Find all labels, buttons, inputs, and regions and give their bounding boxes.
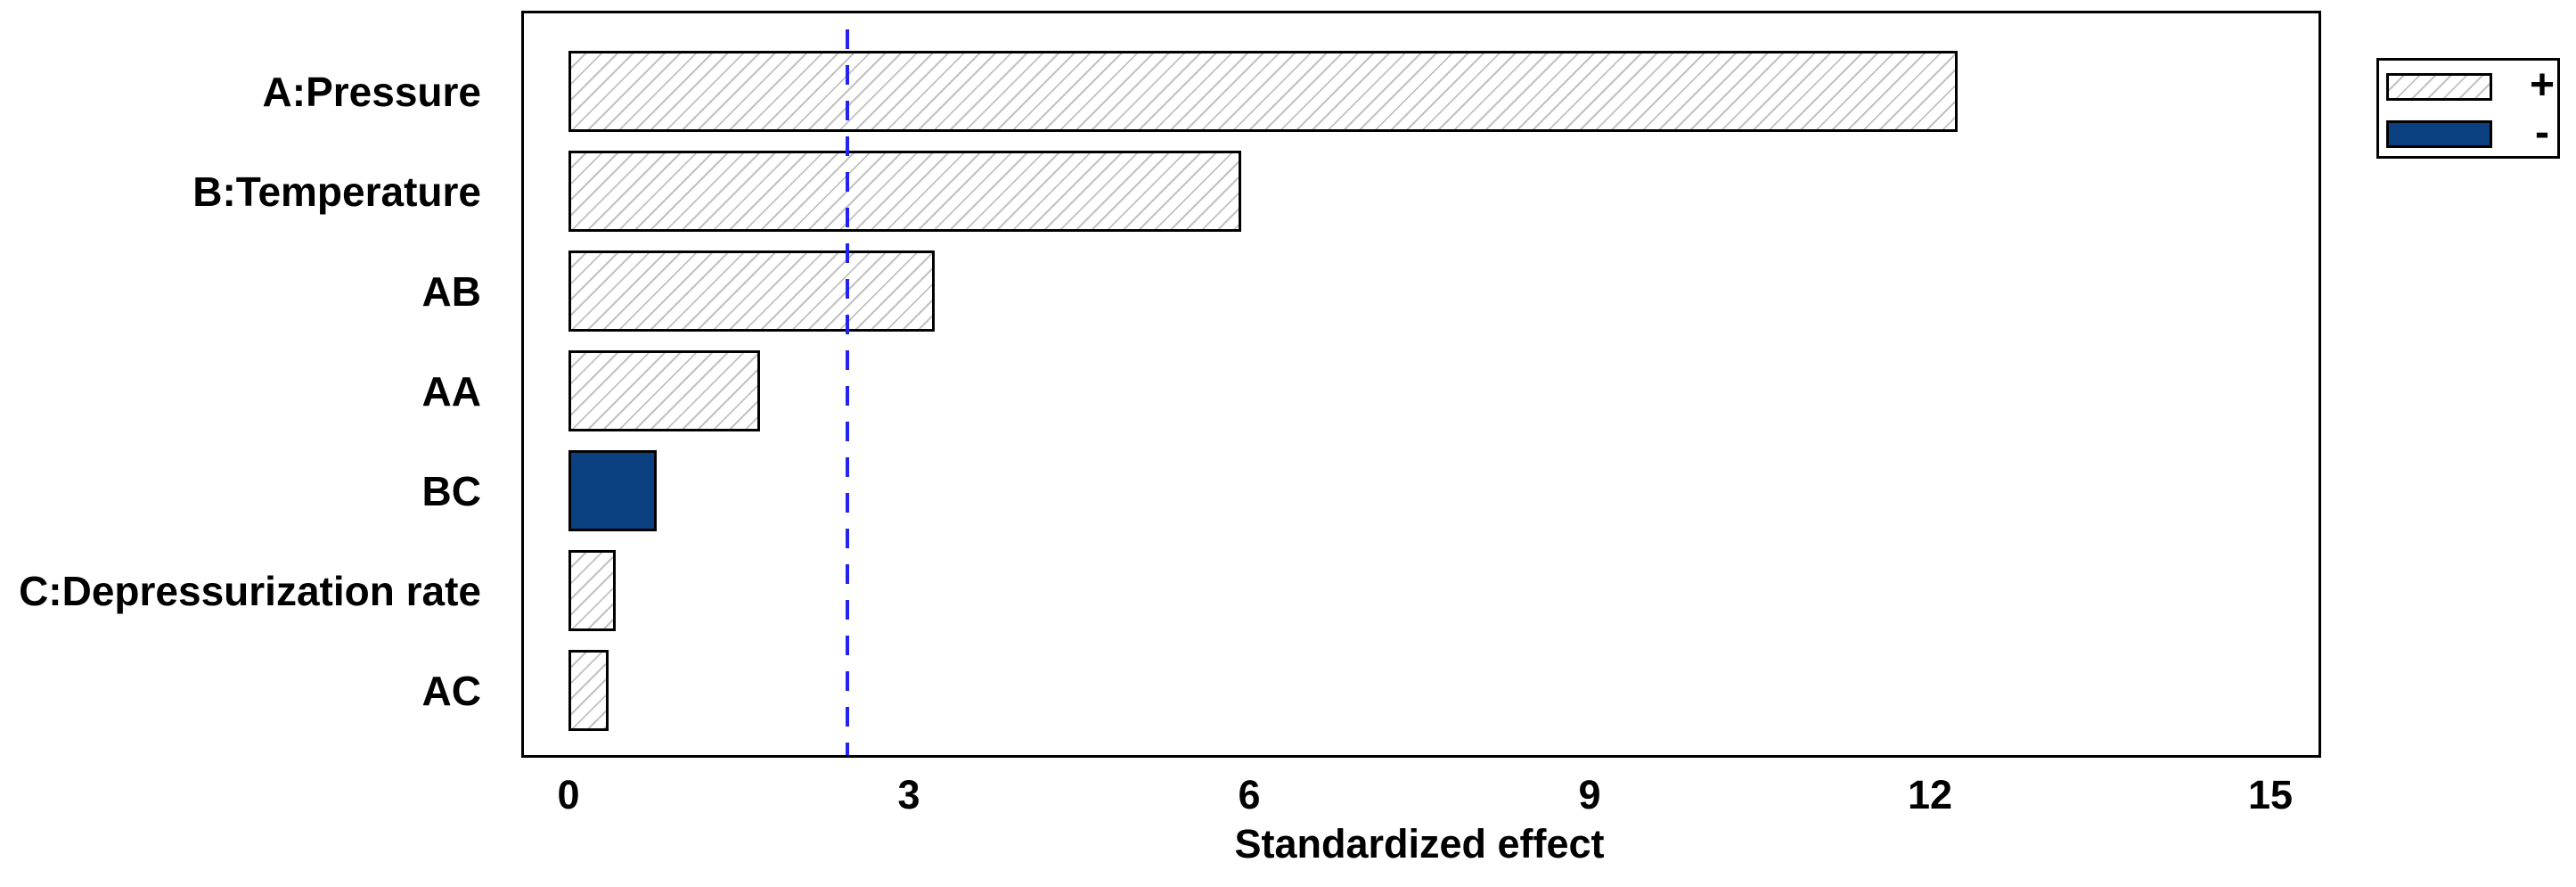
bar-ac — [568, 650, 609, 731]
bar-aa — [568, 350, 760, 431]
plot-area — [521, 11, 2321, 758]
significance-reference-line — [846, 13, 849, 755]
bar-c-depressurization-rate — [568, 550, 616, 631]
x-tick-0: 0 — [557, 772, 580, 817]
x-tick-12: 12 — [1907, 772, 1953, 817]
y-label-bc: BC — [421, 467, 481, 514]
negative-swatch — [2386, 120, 2492, 148]
legend-label-minus: - — [2535, 108, 2549, 156]
legend-row-positive: + — [2386, 63, 2557, 106]
x-axis-title: Standardized effect — [1234, 821, 1605, 866]
bar-bc — [568, 450, 657, 531]
y-label-b-temperature: B:Temperature — [192, 168, 481, 215]
legend-row-negative: - — [2386, 111, 2557, 153]
y-label-c-depressurization-rate: C:Depressurization rate — [19, 567, 481, 614]
x-tick-3: 3 — [897, 772, 920, 817]
bar-ab — [568, 250, 935, 332]
x-tick-9: 9 — [1578, 772, 1601, 817]
positive-swatch — [2386, 73, 2492, 101]
bar-a-pressure — [568, 51, 1958, 132]
legend: + - — [2376, 58, 2560, 159]
y-label-a-pressure: A:Pressure — [262, 68, 481, 115]
y-label-aa: AA — [421, 367, 481, 415]
y-label-ab: AB — [421, 267, 481, 315]
bar-b-temperature — [568, 151, 1241, 232]
x-tick-15: 15 — [2247, 772, 2294, 817]
legend-label-plus: + — [2529, 61, 2556, 109]
y-label-ac: AC — [421, 667, 481, 714]
x-tick-6: 6 — [1238, 772, 1261, 817]
